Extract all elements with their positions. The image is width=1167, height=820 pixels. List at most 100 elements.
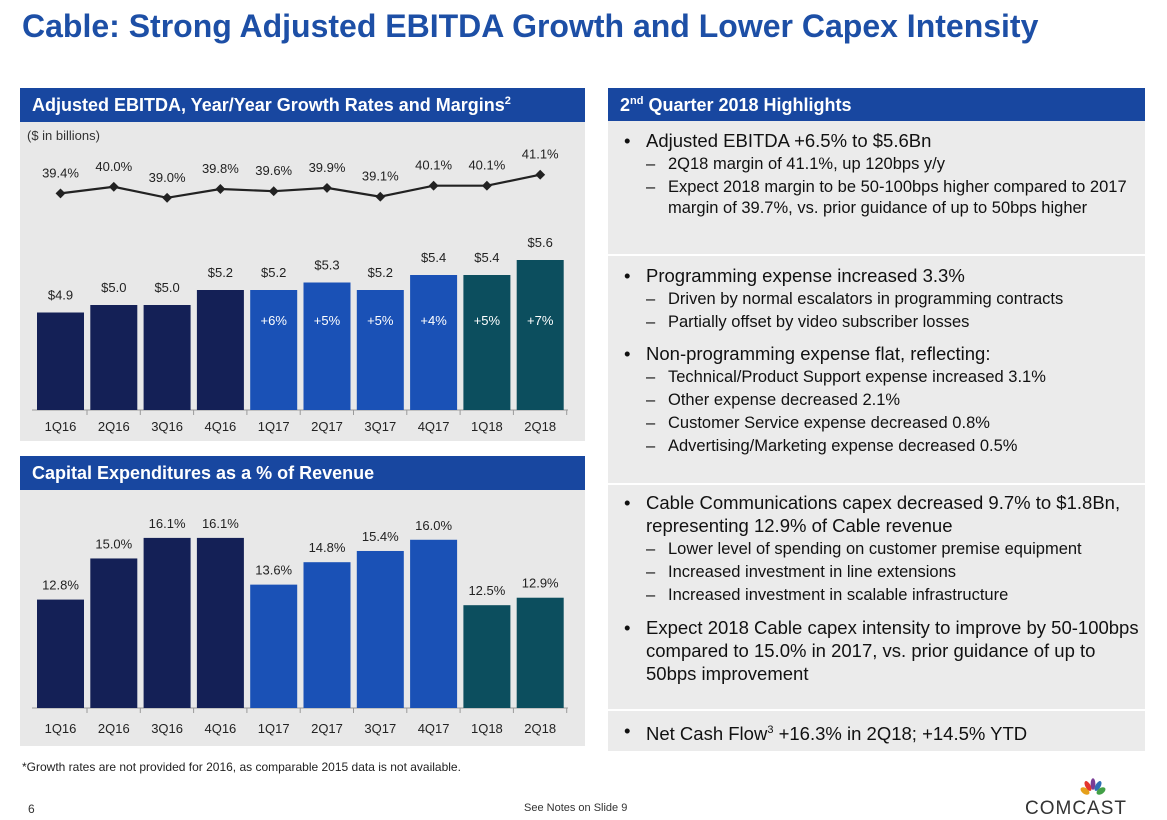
margin-point [375, 191, 386, 202]
ebitda-value-label: $5.4 [421, 250, 446, 265]
page-number: 6 [28, 802, 35, 816]
x-tick-label: 4Q16 [204, 419, 236, 434]
bullet-capex-intensity: • Expect 2018 Cable capex intensity to im… [624, 617, 1139, 684]
margin-label: 39.6% [255, 163, 292, 178]
bullet-text: Programming expense increased 3.3% [646, 265, 965, 286]
highlights-panel: • Adjusted EBITDA +6.5% to $5.6Bn –2Q18 m… [608, 121, 1145, 751]
margin-point [268, 186, 279, 197]
growth-rate-label: +7% [527, 313, 554, 328]
growth-rate-label: +6% [261, 313, 288, 328]
margin-label: 40.0% [95, 159, 132, 174]
highlights-header-num: 2 [620, 95, 631, 115]
x-tick-label: 3Q16 [151, 419, 183, 434]
sub-bullet-text: 2Q18 margin of 41.1%, up 120bps y/y [668, 155, 946, 173]
bullet-text: Net Cash Flow [646, 723, 768, 745]
ebitda-value-label: $5.4 [474, 250, 499, 265]
capex-bar [356, 550, 404, 708]
ebitda-chart-header-text: Adjusted EBITDA, Year/Year Growth Rates … [32, 95, 505, 115]
x-tick-label: 3Q17 [364, 721, 396, 736]
bullet-net-cash-flow: • Net Cash Flow3 +16.3% in 2Q18; +14.5% Y… [624, 720, 1028, 745]
capex-value-label: 16.1% [149, 516, 186, 531]
x-tick-label: 2Q16 [98, 721, 130, 736]
ebitda-value-label: $5.2 [208, 265, 233, 280]
capex-value-label: 14.8% [309, 540, 346, 555]
ebitda-value-label: $5.2 [261, 265, 286, 280]
ebitda-bar [90, 305, 138, 410]
x-tick-label: 4Q17 [418, 721, 450, 736]
net-cash-flow-footnote-ref: 3 [767, 724, 774, 736]
sub-bullet: – Expect 2018 margin to be 50-100bps high… [646, 178, 1127, 217]
capex-chart: 12.8% 1Q16 15.0% 2Q16 16.1% 3Q16 16.1% 4Q16 13.6… [32, 516, 568, 736]
capex-chart-header: Capital Expenditures as a % of Revenue [20, 456, 585, 490]
capex-value-label: 12.9% [522, 576, 559, 591]
x-tick-label: 2Q17 [311, 721, 343, 736]
margin-point [481, 180, 492, 191]
highlights-header-sup: nd [630, 95, 644, 107]
margin-point [162, 192, 173, 203]
sub-bullet: – Customer Service expense decreased 0.8% [646, 414, 990, 432]
x-tick-label: 2Q18 [524, 419, 556, 434]
margin-point [55, 188, 66, 199]
margin-point [428, 180, 439, 191]
capex-value-label: 16.1% [202, 516, 239, 531]
ebitda-value-label: $5.0 [101, 280, 126, 295]
growth-rate-label: +5% [474, 313, 501, 328]
x-tick-label: 1Q17 [258, 419, 290, 434]
section-divider [608, 254, 1145, 256]
ebitda-unit-label: ($ in billions) [27, 128, 100, 143]
highlights-header-text: Quarter 2018 Highlights [648, 95, 852, 115]
capex-bar [303, 562, 351, 708]
x-tick-label: 2Q16 [98, 419, 130, 434]
ebitda-value-label: $5.2 [368, 265, 393, 280]
section-divider [608, 709, 1145, 711]
capex-bar [90, 558, 138, 708]
capex-bar [516, 597, 564, 708]
x-tick-label: 1Q18 [471, 721, 503, 736]
bullet-text: Non-programming expense flat, reflecting… [646, 343, 991, 364]
ebitda-value-label: $5.6 [528, 235, 553, 250]
peacock-icon [1080, 778, 1106, 795]
sub-bullet-text: Expect 2018 margin to be 50-100bps highe… [668, 178, 1127, 217]
capex-bar [250, 584, 298, 708]
page-title: Cable: Strong Adjusted EBITDA Growth and… [22, 8, 1039, 44]
x-tick-label: 2Q17 [311, 419, 343, 434]
margin-point [108, 181, 119, 192]
capex-bar [143, 537, 191, 708]
capex-bar [410, 539, 458, 708]
highlights-section-cashflow: • Net Cash Flow3 +16.3% in 2Q18; +14.5% Y… [608, 719, 1145, 745]
ebitda-bar [463, 275, 511, 410]
sub-bullet-text: Customer Service expense decreased 0.8% [668, 414, 990, 432]
ebitda-bar [303, 282, 351, 410]
sub-bullet-text: Advertising/Marketing expense decreased … [668, 437, 1018, 455]
capex-value-label: 15.0% [95, 536, 132, 551]
ebitda-bar [37, 312, 84, 410]
sub-bullet: –2Q18 margin of 41.1%, up 120bps y/y [646, 155, 946, 173]
sub-bullet: – Other expense decreased 2.1% [646, 391, 901, 409]
comcast-logo: COMCAST [1025, 778, 1137, 819]
margin-label: 39.8% [202, 161, 239, 176]
x-tick-label: 1Q18 [471, 419, 503, 434]
ebitda-header-footnote-ref: 2 [504, 95, 511, 107]
bullet-capex: • Cable Communications capex decreased 9.… [624, 492, 1121, 536]
x-tick-label: 3Q17 [364, 419, 396, 434]
ebitda-value-label: $4.9 [48, 288, 73, 303]
bullet-text: Adjusted EBITDA +6.5% to $5.6Bn [646, 130, 932, 151]
margin-label: 40.1% [415, 158, 452, 173]
growth-rate-label: +4% [420, 313, 447, 328]
ebitda-bar [196, 290, 244, 410]
margin-label: 39.0% [149, 170, 186, 185]
capex-value-label: 12.5% [468, 583, 505, 598]
footnote: *Growth rates are not provided for 2016,… [22, 760, 461, 774]
growth-rate-label: +5% [314, 313, 341, 328]
x-tick-label: 4Q17 [418, 419, 450, 434]
bullet-text-after: +16.3% in 2Q18; +14.5% YTD [773, 723, 1028, 745]
ebitda-bar [516, 260, 564, 410]
margin-label: 39.4% [42, 165, 79, 180]
logo-wordmark: COMCAST [1025, 798, 1127, 819]
sub-bullet: – Advertising/Marketing expense decreased… [646, 437, 1018, 455]
highlights-section-expense: • Programming expense increased 3.3% – Dri… [608, 264, 1145, 457]
bullet-non-programming: • Non-programming expense flat, reflectin… [624, 343, 991, 364]
bullet-programming: • Programming expense increased 3.3% [624, 265, 965, 286]
x-tick-label: 3Q16 [151, 721, 183, 736]
section-divider [608, 483, 1145, 485]
